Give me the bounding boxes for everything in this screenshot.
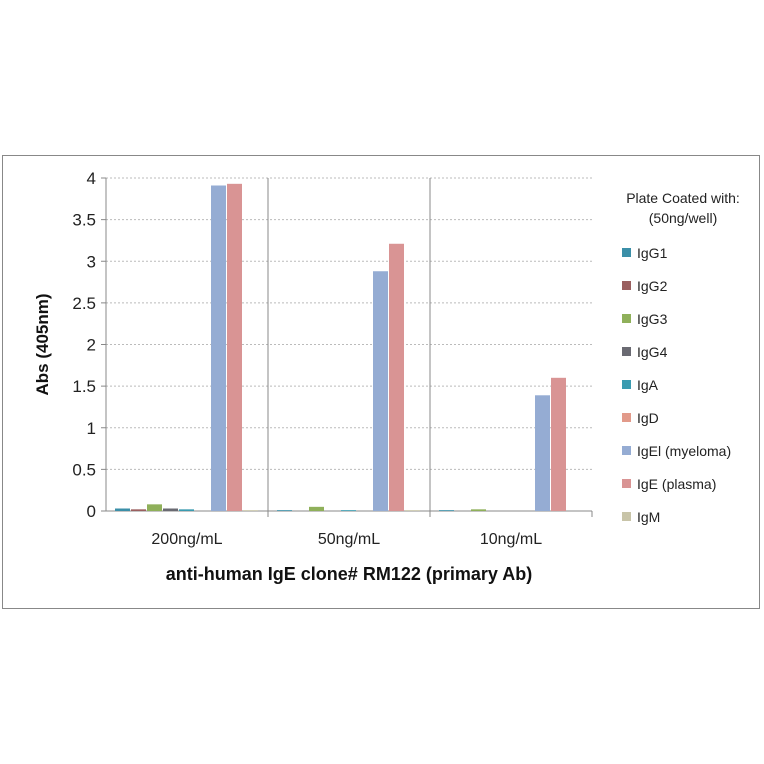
legend-swatch — [622, 413, 631, 422]
legend-swatch — [622, 380, 631, 389]
bar-igg1 — [439, 510, 454, 511]
legend-label: IgM — [637, 508, 661, 525]
y-tick-label: 2 — [87, 336, 96, 355]
legend-swatch — [622, 281, 631, 290]
legend-label: IgD — [637, 409, 659, 426]
bar-igg3 — [147, 504, 162, 511]
y-tick-label: 0.5 — [72, 460, 96, 479]
bar-iga — [341, 510, 356, 511]
legend-label: IgG1 — [637, 244, 668, 261]
legend-item: IgD — [608, 401, 758, 434]
legend-item: IgG3 — [608, 302, 758, 335]
y-tick-label: 3 — [87, 252, 96, 271]
chart-frame — [2, 155, 760, 609]
legend-swatch — [622, 479, 631, 488]
legend-item: IgE (plasma) — [608, 467, 758, 500]
legend-item: IgEl (myeloma) — [608, 434, 758, 467]
legend-item: IgG4 — [608, 335, 758, 368]
y-tick-label: 1 — [87, 419, 96, 438]
bar-igm — [243, 510, 258, 511]
bar-ige-plasma- — [551, 377, 566, 511]
bar-igg1 — [115, 508, 130, 511]
y-tick-label: 3.5 — [72, 211, 96, 230]
legend: Plate Coated with: (50ng/well) IgG1 IgG2 I… — [608, 188, 758, 533]
legend-label: IgE (plasma) — [637, 475, 717, 492]
x-tick-label: 10ng/mL — [480, 531, 542, 548]
bar-igg1 — [277, 510, 292, 511]
x-axis-title: anti-human IgE clone# RM122 (primary Ab) — [166, 564, 532, 584]
bar-ige-plasma- — [389, 243, 404, 511]
bar-igm — [405, 510, 420, 511]
y-tick-label: 1.5 — [72, 377, 96, 396]
legend-swatch — [622, 314, 631, 323]
bar-igg3 — [471, 509, 486, 511]
legend-label: IgA — [637, 376, 659, 393]
x-tick-label: 200ng/mL — [151, 531, 222, 548]
y-tick-label: 2.5 — [72, 294, 96, 313]
legend-item: IgM — [608, 500, 758, 533]
legend-label: IgEl (myeloma) — [637, 442, 732, 459]
bar-igg4 — [163, 508, 178, 511]
bar-iga — [179, 509, 194, 511]
legend-label: IgG2 — [637, 277, 668, 294]
x-tick-label: 50ng/mL — [318, 531, 380, 548]
legend-swatch — [622, 347, 631, 356]
legend-item: IgG2 — [608, 269, 758, 302]
bar-igg2 — [131, 509, 146, 511]
legend-item: IgA — [608, 368, 758, 401]
legend-swatch — [622, 248, 631, 257]
legend-label: IgG3 — [637, 310, 668, 327]
legend-item: IgG1 — [608, 236, 758, 269]
y-axis-title: Abs (405nm) — [33, 293, 52, 395]
legend-label: IgG4 — [637, 343, 668, 360]
bar-ige-plasma- — [227, 183, 242, 511]
legend-title: Plate Coated with: (50ng/well) — [608, 188, 758, 228]
bar-igel-myeloma- — [211, 185, 226, 511]
bar-igg3 — [309, 506, 324, 511]
legend-title-line: Plate Coated with: — [626, 190, 740, 206]
bar-igel-myeloma- — [535, 395, 550, 511]
bar-igel-myeloma- — [373, 271, 388, 511]
y-tick-label: 0 — [87, 502, 96, 521]
legend-title-line: (50ng/well) — [648, 210, 718, 226]
legend-swatch — [622, 446, 631, 455]
legend-swatch — [622, 512, 631, 521]
y-tick-label: 4 — [87, 169, 96, 188]
